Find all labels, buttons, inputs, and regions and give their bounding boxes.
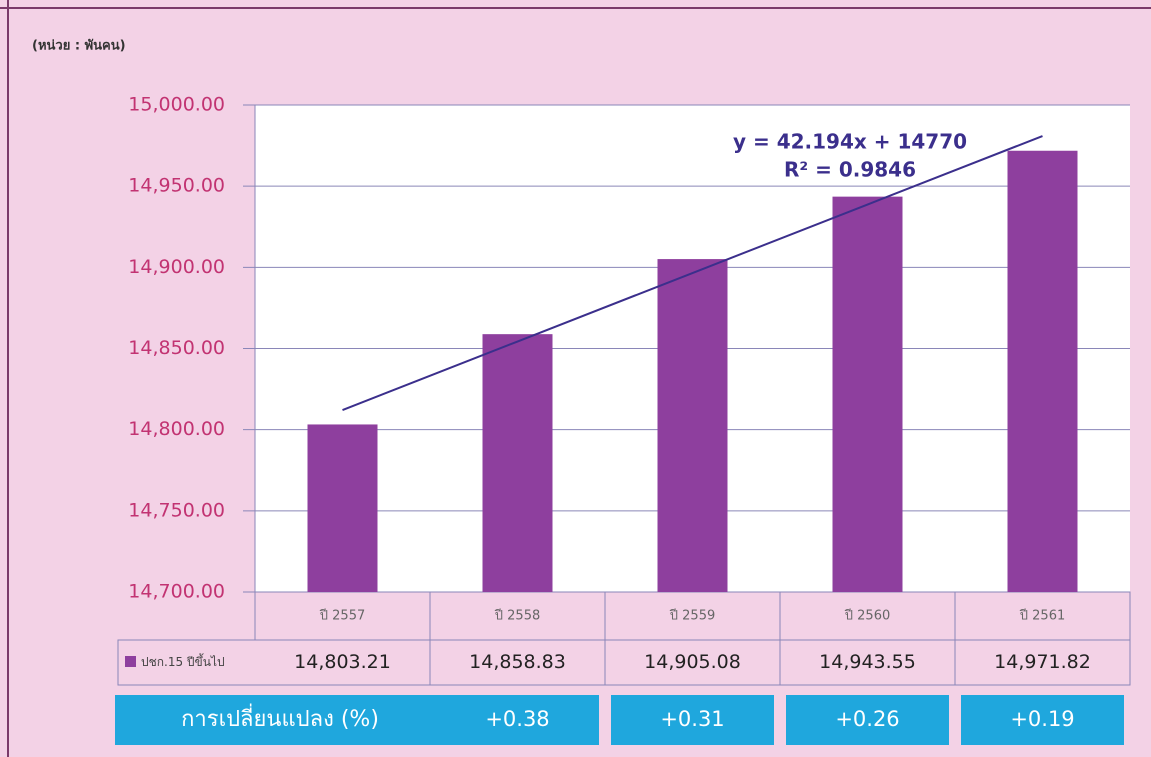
change-box	[786, 695, 949, 745]
legend-label: ปชก.15 ปีขึ้นไป	[141, 653, 225, 669]
change-label-box	[115, 695, 445, 745]
change-label: การเปลี่ยนแปลง (%)	[181, 703, 379, 732]
table-value: 14,803.21	[294, 651, 391, 673]
trend-r2: R² = 0.9846	[784, 158, 916, 182]
change-box	[436, 695, 599, 745]
trend-equation: y = 42.194x + 14770	[733, 130, 967, 154]
y-tick-label: 15,000.00	[128, 94, 225, 116]
legend-swatch	[125, 656, 136, 667]
y-tick-label: 14,850.00	[128, 337, 225, 359]
bar	[482, 334, 553, 592]
y-tick-label: 14,900.00	[128, 256, 225, 278]
x-tick-label: ปี 2559	[669, 608, 715, 624]
x-tick-label: ปี 2557	[319, 608, 365, 624]
x-tick-label: ปี 2560	[844, 608, 890, 624]
trendline	[342, 135, 1043, 411]
x-tick-label: ปี 2558	[494, 608, 540, 624]
table-value: 14,971.82	[994, 651, 1091, 673]
table-value: 14,943.55	[819, 651, 916, 673]
change-value: +0.31	[660, 707, 724, 731]
table-value: 14,858.83	[469, 651, 566, 673]
change-box	[961, 695, 1124, 745]
bar	[657, 259, 728, 592]
bar	[1007, 150, 1078, 592]
bar	[307, 424, 378, 592]
change-value: +0.38	[485, 707, 549, 731]
table-value: 14,905.08	[644, 651, 741, 673]
change-value: +0.26	[835, 707, 899, 731]
unit-label: (หน่วย : พันคน)	[32, 39, 126, 54]
change-box	[611, 695, 774, 745]
y-tick-label: 14,700.00	[128, 581, 225, 603]
y-tick-label: 14,750.00	[128, 499, 225, 521]
bar	[832, 196, 903, 593]
x-tick-label: ปี 2561	[1019, 608, 1065, 624]
change-value: +0.19	[1010, 707, 1074, 731]
y-tick-label: 14,950.00	[128, 175, 225, 197]
y-tick-label: 14,800.00	[128, 418, 225, 440]
